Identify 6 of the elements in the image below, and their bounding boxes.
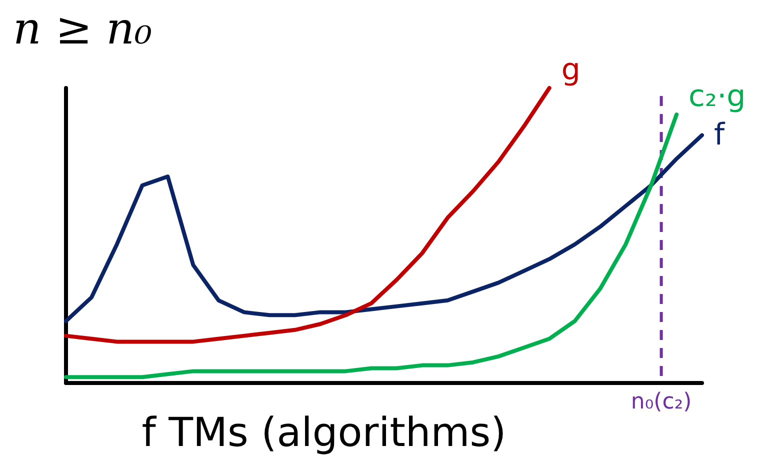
chart-title: n ≥ n₀ <box>13 4 153 54</box>
x-axis-title: f TMs (algorithms) <box>142 410 506 456</box>
text: n₀(c₂) <box>630 390 692 414</box>
series-label: c₂·g <box>688 79 746 114</box>
series-label: f <box>714 118 726 153</box>
series-label: g <box>561 52 580 88</box>
